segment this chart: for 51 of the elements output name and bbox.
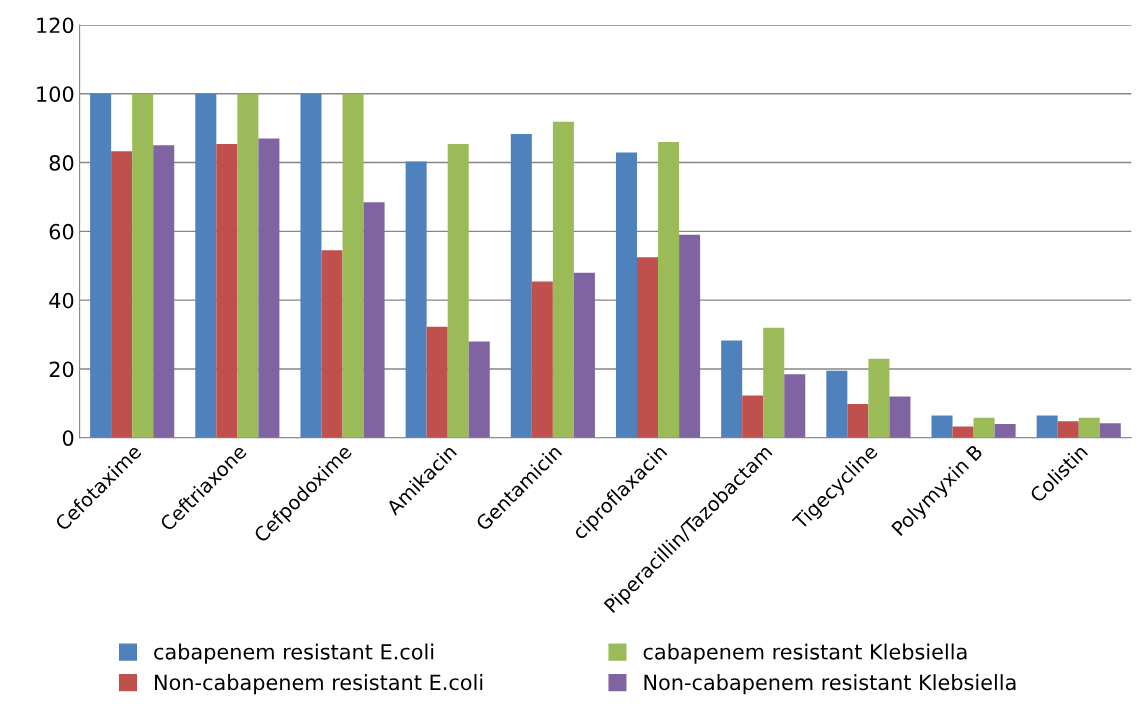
y-tick-label: 0	[62, 430, 74, 446]
bar	[573, 272, 595, 438]
bar	[426, 326, 448, 438]
y-tick-label: 20	[49, 361, 74, 378]
bar	[763, 327, 785, 438]
bar	[1036, 415, 1058, 438]
legend-label: cabapenem resistant E.coli	[154, 643, 434, 664]
bar	[931, 415, 953, 438]
bar	[90, 93, 112, 438]
bar	[447, 143, 469, 438]
bar	[994, 424, 1016, 438]
y-tick-label: 100	[37, 86, 74, 102]
bar	[847, 404, 869, 438]
bar	[132, 93, 154, 438]
y-tick-label: 60	[49, 223, 74, 240]
bar	[826, 370, 848, 438]
bar	[1099, 423, 1121, 438]
bar	[510, 134, 532, 438]
legend-label: cabapenem resistant Klebsiella	[643, 643, 967, 664]
bar	[1078, 417, 1100, 438]
bar	[973, 417, 995, 438]
bar	[321, 250, 343, 438]
bar	[258, 138, 280, 438]
bar	[531, 281, 553, 438]
bar	[742, 395, 764, 438]
bar	[552, 121, 574, 438]
bar	[889, 396, 911, 438]
bar	[1057, 421, 1079, 438]
bar	[468, 341, 490, 438]
bar	[342, 93, 364, 438]
bar	[237, 93, 259, 438]
y-tick-label: 80	[49, 155, 74, 171]
bar	[300, 93, 322, 438]
bar	[679, 234, 701, 438]
bar	[952, 426, 974, 438]
bar	[216, 143, 238, 438]
bar	[637, 257, 659, 438]
bar	[721, 340, 743, 438]
bar	[868, 358, 890, 438]
bar	[658, 141, 680, 438]
y-tick-label: 120	[37, 17, 74, 34]
bar	[153, 145, 175, 438]
bar	[405, 161, 427, 438]
legend-label: Non-cabapenem resistant Klebsiella	[644, 674, 1016, 695]
bar	[195, 93, 217, 438]
bar	[615, 152, 637, 438]
bar	[111, 151, 133, 438]
y-tick-label: 40	[49, 292, 74, 309]
legend-label: Non-cabapenem resistant E.coli	[155, 674, 483, 695]
bar	[784, 374, 806, 438]
bar	[363, 202, 385, 438]
